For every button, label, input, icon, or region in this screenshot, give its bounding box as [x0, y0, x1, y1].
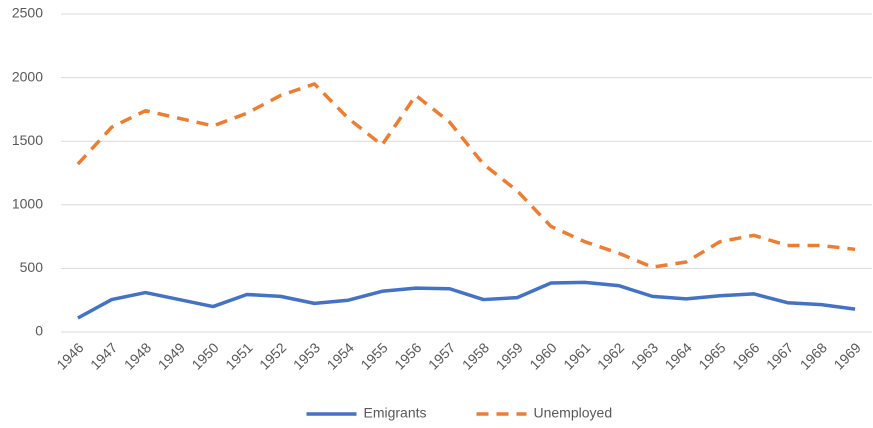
x-tick-label: 1951: [222, 339, 255, 372]
y-tick-label: 2500: [12, 5, 43, 21]
x-tick-label: 1957: [425, 339, 458, 372]
legend-label: Unemployed: [534, 405, 613, 421]
x-tick-label: 1968: [797, 339, 830, 372]
x-tick-label: 1950: [188, 339, 221, 372]
x-tick-label: 1962: [594, 339, 627, 372]
x-tick-label: 1954: [324, 339, 357, 372]
x-tick-label: 1961: [560, 339, 593, 372]
x-tick-label: 1960: [526, 339, 559, 372]
y-tick-label: 2000: [12, 68, 43, 84]
x-tick-label: 1947: [87, 339, 120, 372]
x-tick-label: 1963: [628, 339, 661, 372]
x-tick-label: 1958: [459, 339, 492, 372]
x-tick-label: 1967: [763, 339, 796, 372]
y-tick-label: 1500: [12, 132, 43, 148]
x-tick-label: 1959: [493, 339, 526, 372]
series-line: [77, 280, 856, 320]
x-tick-label: 1964: [662, 339, 695, 372]
legend-label: Emigrants: [364, 405, 427, 421]
x-tick-label: 1966: [729, 339, 762, 372]
y-tick-label: 0: [35, 323, 43, 339]
y-tick-label: 1000: [12, 196, 43, 212]
x-tick-label: 1969: [830, 339, 863, 372]
x-tick-label: 1956: [391, 339, 424, 372]
x-tick-label: 1952: [256, 339, 289, 372]
x-tick-label: 1965: [695, 339, 728, 372]
series-line: [76, 82, 856, 269]
x-tick-label: 1949: [155, 339, 188, 372]
x-tick-label: 1946: [53, 339, 86, 372]
y-tick-label: 500: [20, 259, 44, 275]
x-tick-label: 1955: [357, 339, 390, 372]
x-tick-label: 1953: [290, 339, 323, 372]
x-tick-label: 1948: [121, 339, 154, 372]
